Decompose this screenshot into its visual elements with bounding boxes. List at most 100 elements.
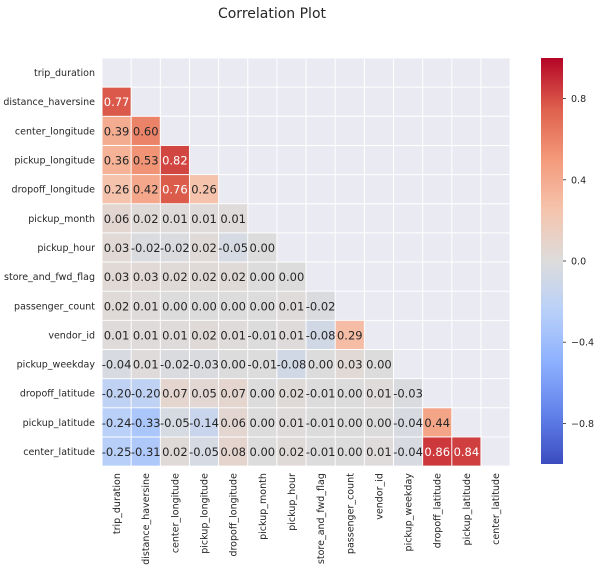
cell-value-label: 0.01 bbox=[279, 299, 305, 313]
y-tick-label: dropoff_latitude bbox=[20, 389, 95, 400]
cell-value-label: 0.00 bbox=[220, 299, 246, 313]
heatmap-cell bbox=[277, 262, 306, 291]
colorbar-tick-label: −0.4 bbox=[571, 338, 594, 349]
x-tick-label: pickup_hour bbox=[287, 473, 298, 531]
x-tick-label: pickup_month bbox=[258, 473, 269, 540]
heatmap-cell bbox=[131, 350, 160, 379]
heatmap-cell bbox=[131, 233, 160, 262]
cell-value-label: 0.02 bbox=[162, 270, 188, 284]
cell-value-label: -0.14 bbox=[189, 416, 219, 430]
cell-value-label: 0.01 bbox=[133, 328, 159, 342]
x-tick-label: pickup_weekday bbox=[404, 473, 415, 552]
cell-value-label: 0.02 bbox=[279, 387, 305, 401]
cell-value-label: 0.02 bbox=[133, 212, 159, 226]
cell-value-label: 0.00 bbox=[250, 445, 276, 459]
heatmap-cell bbox=[160, 291, 189, 320]
heatmap-cell bbox=[102, 87, 131, 116]
heatmap-cell bbox=[306, 379, 335, 408]
heatmap-cell bbox=[394, 379, 423, 408]
y-tick-label: pickup_latitude bbox=[23, 418, 96, 429]
x-tick-label: dropoff_longitude bbox=[229, 473, 240, 557]
x-tick-label: store_and_fwd_flag bbox=[316, 473, 327, 564]
heatmap-cell bbox=[248, 262, 277, 291]
cell-value-label: -0.08 bbox=[306, 328, 336, 342]
cell-value-label: 0.00 bbox=[220, 358, 246, 372]
cell-value-label: 0.01 bbox=[133, 299, 159, 313]
colorbar-tick-label: 0.8 bbox=[571, 94, 586, 105]
heatmap-cell bbox=[189, 408, 219, 437]
heatmap-cell bbox=[131, 262, 160, 291]
cell-value-label: 0.00 bbox=[366, 416, 392, 430]
heatmap-cell bbox=[248, 379, 277, 408]
cell-value-label: -0.04 bbox=[393, 416, 423, 430]
heatmap-cell bbox=[219, 291, 248, 320]
heatmap-cell bbox=[394, 437, 423, 466]
cell-value-label: 0.02 bbox=[104, 299, 130, 313]
cell-value-label: 0.00 bbox=[279, 270, 305, 284]
heatmap-cell bbox=[219, 408, 248, 437]
heatmap-cell bbox=[102, 291, 131, 320]
x-axis-tick-labels: trip_duration distance_haversine center_lo… bbox=[112, 473, 502, 565]
heatmap-cell bbox=[248, 233, 277, 262]
cell-value-label: 0.07 bbox=[220, 387, 246, 401]
cell-value-label: -0.33 bbox=[131, 416, 161, 430]
cell-value-label: -0.01 bbox=[247, 358, 277, 372]
heatmap-cell bbox=[102, 116, 131, 145]
cell-value-label: 0.36 bbox=[104, 154, 130, 168]
cell-value-label: 0.01 bbox=[279, 416, 305, 430]
heatmap-cell bbox=[277, 379, 306, 408]
cell-value-label: -0.05 bbox=[218, 241, 248, 255]
heatmap-cell bbox=[277, 291, 306, 320]
heatmap-cell bbox=[248, 350, 277, 379]
cell-value-label: 0.01 bbox=[366, 445, 392, 459]
heatmap-cell bbox=[102, 204, 131, 233]
cell-value-label: 0.01 bbox=[279, 328, 305, 342]
cell-value-label: -0.02 bbox=[306, 299, 336, 313]
cell-value-label: 0.39 bbox=[104, 124, 130, 138]
cell-value-label: 0.44 bbox=[424, 416, 450, 430]
heatmap-cell bbox=[277, 350, 306, 379]
heatmap-cell bbox=[248, 320, 277, 349]
cell-value-label: 0.01 bbox=[162, 328, 188, 342]
y-tick-label: distance_haversine bbox=[3, 97, 95, 108]
cell-value-label: 0.02 bbox=[279, 445, 305, 459]
heatmap-cell bbox=[219, 262, 248, 291]
x-tick-label: pickup_longitude bbox=[200, 473, 211, 554]
heatmap-cell bbox=[160, 408, 189, 437]
cell-value-label: 0.00 bbox=[250, 241, 276, 255]
cell-value-label: -0.08 bbox=[277, 358, 307, 372]
cell-value-label: -0.31 bbox=[131, 445, 161, 459]
cell-value-label: 0.42 bbox=[133, 183, 159, 197]
cell-value-label: 0.00 bbox=[337, 445, 363, 459]
cell-value-label: 0.86 bbox=[424, 445, 450, 459]
cell-value-label: 0.01 bbox=[220, 212, 246, 226]
cell-value-label: 0.01 bbox=[133, 358, 159, 372]
heatmap-cell bbox=[102, 408, 131, 437]
y-tick-label: trip_duration bbox=[34, 68, 95, 79]
heatmap-cell bbox=[102, 145, 131, 175]
heatmap-cell bbox=[131, 145, 160, 175]
x-tick-label: center_latitude bbox=[491, 473, 502, 545]
colorbar-tick-label: 0.0 bbox=[571, 257, 586, 268]
y-tick-label: pickup_longitude bbox=[14, 156, 95, 167]
y-tick-label: pickup_hour bbox=[37, 243, 95, 254]
heatmap-cell bbox=[219, 379, 248, 408]
heatmap-cell bbox=[219, 350, 248, 379]
heatmap-cell bbox=[160, 262, 189, 291]
heatmap-cell bbox=[189, 233, 219, 262]
heatmap-cell bbox=[394, 408, 423, 437]
cell-value-label: 0.01 bbox=[220, 328, 246, 342]
cell-value-label: -0.05 bbox=[189, 445, 219, 459]
cell-value-label: 0.00 bbox=[308, 358, 334, 372]
heatmap-cell bbox=[189, 437, 219, 466]
cell-value-label: -0.05 bbox=[160, 416, 190, 430]
cell-value-label: 0.29 bbox=[337, 328, 363, 342]
heatmap-cell bbox=[189, 379, 219, 408]
x-tick-label: passenger_count bbox=[345, 473, 356, 554]
heatmap-cell bbox=[160, 204, 189, 233]
heatmap-cell bbox=[160, 320, 189, 349]
cell-value-label: -0.02 bbox=[131, 241, 161, 255]
y-tick-label: center_longitude bbox=[15, 126, 95, 137]
cell-value-label: -0.01 bbox=[306, 387, 336, 401]
cell-value-label: 0.84 bbox=[454, 445, 480, 459]
